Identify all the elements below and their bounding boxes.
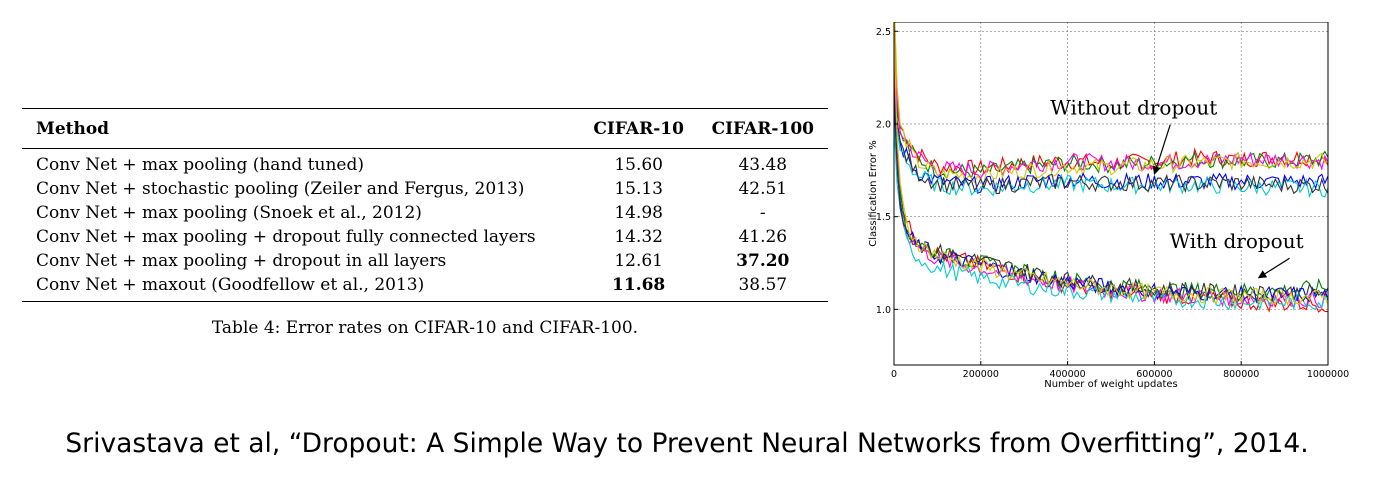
method-cell: Conv Net + max pooling + dropout fully c… — [36, 227, 536, 247]
table-row: Conv Net + maxout (Goodfellow et al., 20… — [22, 273, 828, 302]
without-dropout-series-line — [894, 68, 1328, 195]
method-cell: Conv Net + max pooling + dropout in all … — [36, 251, 447, 271]
cifar100-cell: - — [759, 203, 766, 223]
x-axis-label: Number of weight updates — [1044, 379, 1178, 390]
cifar100-cell: 42.51 — [738, 179, 788, 199]
cifar10-cell: 14.98 — [614, 203, 663, 223]
annotation-label: Without dropout — [1050, 96, 1217, 120]
method-cell: Conv Net + maxout (Goodfellow et al., 20… — [22, 273, 580, 302]
citation: Srivastava et al, “Dropout: A Simple Way… — [65, 428, 1309, 459]
results-table-container: Method CIFAR-10 CIFAR-100 Conv Net + max… — [22, 108, 828, 302]
table-row: Conv Net + max pooling + dropout in all … — [22, 249, 828, 273]
x-tick-label: 400000 — [1049, 369, 1085, 380]
y-tick-label: 1.0 — [876, 305, 891, 316]
method-cell: Conv Net + max pooling (Snoek et al., 20… — [36, 203, 422, 223]
table-row: Conv Net + max pooling (Snoek et al., 20… — [22, 201, 828, 225]
results-table: Method CIFAR-10 CIFAR-100 Conv Net + max… — [22, 108, 828, 302]
table-header-row: Method CIFAR-10 CIFAR-100 — [22, 108, 828, 149]
x-tick-label: 0 — [891, 369, 897, 380]
cifar10-cell: 15.60 — [614, 155, 663, 175]
y-axis-label: Classification Error % — [868, 140, 879, 246]
y-tick-label: 2.5 — [876, 27, 891, 38]
x-tick-label: 1000000 — [1307, 369, 1349, 380]
with-dropout-series-line — [894, 86, 1328, 303]
table-row: Conv Net + stochastic pooling (Zeiler an… — [22, 177, 828, 201]
plot-frame — [893, 22, 1329, 366]
annotation-label: With dropout — [1170, 229, 1304, 253]
y-tick-label: 1.5 — [876, 212, 891, 223]
cifar100-cell: 38.57 — [697, 273, 828, 302]
header-cifar10: CIFAR-10 — [579, 108, 698, 149]
x-tick-label: 600000 — [1136, 369, 1172, 380]
cifar10-cell: 14.32 — [614, 227, 663, 247]
cifar100-cell: 41.26 — [738, 227, 788, 247]
table-row: Conv Net + max pooling + dropout fully c… — [22, 225, 828, 249]
cifar10-cell: 11.68 — [579, 273, 698, 302]
header-cifar100: CIFAR-100 — [697, 108, 828, 149]
table-caption: Table 4: Error rates on CIFAR-10 and CIF… — [211, 318, 639, 338]
table-row: Conv Net + max pooling (hand tuned) 15.60… — [22, 149, 828, 178]
cifar100-cell: 43.48 — [738, 155, 788, 175]
method-cell: Conv Net + stochastic pooling (Zeiler an… — [36, 179, 525, 199]
annotation-arrow — [1257, 257, 1290, 279]
y-tick-label: 2.0 — [876, 119, 891, 130]
without-dropout-series-line — [894, 31, 1328, 179]
with-dropout-series-line — [894, 105, 1328, 304]
x-tick-label: 800000 — [1223, 369, 1259, 380]
cifar10-cell: 12.61 — [614, 251, 663, 271]
x-tick-label: 200000 — [963, 369, 999, 380]
annotation-arrow — [1152, 124, 1171, 175]
header-method: Method — [22, 108, 580, 149]
cifar100-cell: 37.20 — [736, 251, 790, 271]
with-dropout-series-line — [894, 31, 1328, 307]
dropout-error-chart: 0 200000 400000 600000 800000 1000000 1.0 1.5 2.… — [868, 22, 1349, 390]
cifar10-cell: 15.13 — [614, 179, 663, 199]
method-cell: Conv Net + max pooling (hand tuned) — [36, 155, 364, 175]
